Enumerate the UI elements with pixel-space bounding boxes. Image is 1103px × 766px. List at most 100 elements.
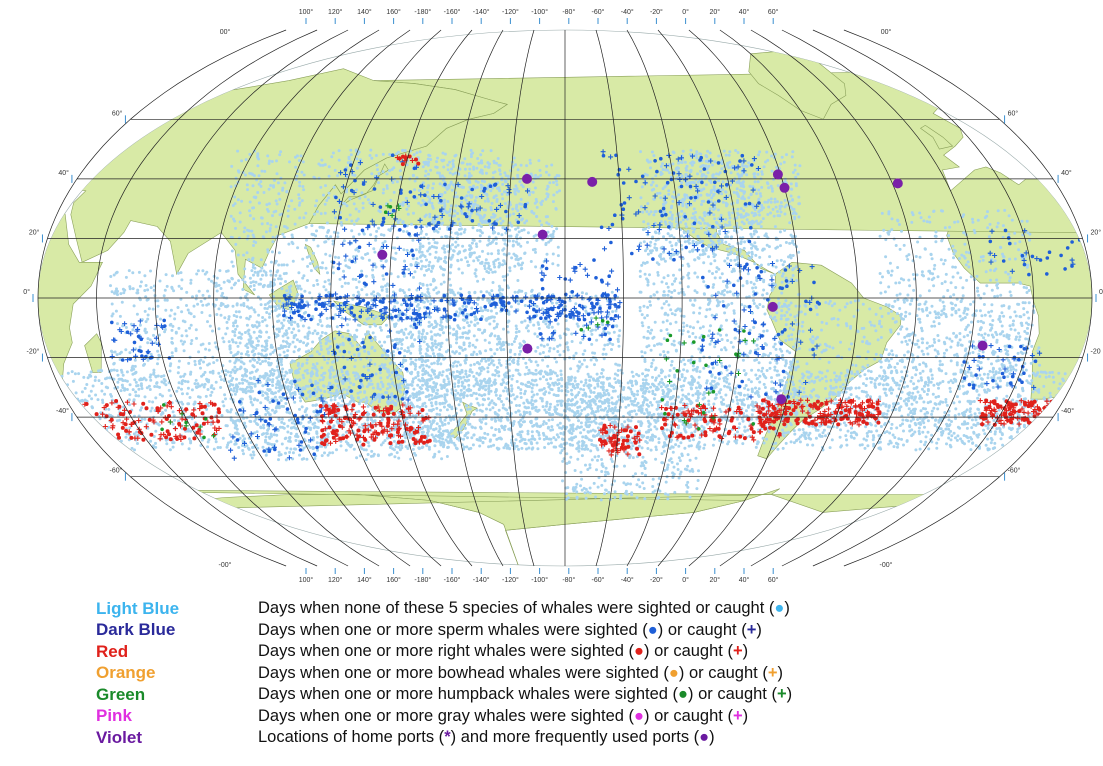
light-blue-point [465,394,469,398]
light-blue-point [100,389,104,393]
light-blue-point [282,318,286,322]
light-blue-point [725,380,729,384]
light-blue-point [20,435,23,438]
light-blue-point [502,348,506,351]
light-blue-point [746,397,749,401]
light-blue-point [982,428,985,432]
light-blue-point [1018,394,1022,398]
light-blue-point [439,318,443,322]
light-blue-point [538,437,542,441]
light-blue-point [420,293,424,297]
light-blue-point [867,430,871,433]
light-blue-point [480,420,483,424]
light-blue-point [432,352,435,356]
light-blue-point [399,175,403,179]
light-blue-point [547,425,550,429]
light-blue-point [770,376,773,380]
light-blue-point [149,409,153,413]
light-blue-point [1057,401,1061,405]
light-blue-point [455,364,459,368]
light-blue-point [252,273,255,277]
light-blue-point [236,385,240,389]
light-blue-point [451,350,455,354]
light-blue-point [616,337,620,341]
light-blue-point [20,393,23,396]
light-blue-point [336,235,340,239]
light-blue-point [95,446,98,450]
light-blue-point [327,278,331,282]
light-blue-point [261,316,265,319]
light-blue-point [89,389,93,393]
light-blue-point [527,401,530,405]
light-blue-point [548,372,552,376]
light-blue-point [30,379,33,382]
light-blue-point [469,155,473,159]
light-blue-point [555,301,559,305]
light-blue-point [363,321,367,325]
light-blue-point [978,373,982,377]
light-blue-point [311,366,315,370]
light-blue-point [541,431,545,435]
light-blue-point [590,443,594,446]
light-blue-point [512,340,516,344]
light-blue-point [385,290,389,294]
light-blue-point [279,150,283,154]
light-blue-point [978,446,981,450]
light-blue-point [429,426,433,430]
light-blue-point [906,413,910,417]
light-blue-point [228,359,232,363]
light-blue-point [300,199,304,203]
light-blue-point [439,362,443,366]
light-blue-point [608,341,612,345]
light-blue-point [229,185,233,189]
light-blue-point [590,316,593,320]
light-blue-point [343,396,347,400]
light-blue-point [38,378,42,382]
light-blue-point [455,370,459,373]
light-blue-point [544,404,548,408]
light-blue-point [391,399,395,403]
light-blue-point [22,442,25,445]
light-blue-point [70,438,74,441]
light-blue-point [615,324,619,328]
light-blue-point [895,426,899,430]
light-blue-point [110,394,113,398]
light-blue-point [1076,389,1080,393]
light-blue-point [275,159,278,163]
light-blue-point [440,394,444,398]
light-blue-point [107,407,111,411]
light-blue-point [183,372,187,376]
light-blue-point [685,369,689,373]
light-blue-point [303,289,307,293]
light-blue-point [356,217,360,221]
light-blue-point [21,410,24,413]
light-blue-point [984,443,988,447]
light-blue-point [754,445,758,449]
light-blue-point [573,376,577,380]
light-blue-point [474,274,478,278]
light-blue-point [187,447,191,451]
light-blue-point [260,169,264,173]
light-blue-point [434,250,438,254]
light-blue-point [905,439,909,443]
light-blue-point [916,418,920,421]
light-blue-point [547,349,551,353]
light-blue-point [888,439,892,443]
light-blue-point [771,446,775,450]
light-blue-point [1048,371,1052,375]
light-blue-point [523,420,526,424]
light-blue-point [714,383,718,387]
light-blue-point [530,406,534,410]
light-blue-point [802,387,806,390]
light-blue-point [887,404,891,408]
light-blue-point [566,345,570,349]
light-blue-point [121,373,125,377]
light-blue-point [1055,429,1059,433]
light-blue-point [1078,411,1082,415]
light-blue-point [930,373,934,377]
light-blue-point [212,387,216,391]
light-blue-point [288,160,291,164]
light-blue-point [576,369,580,373]
light-blue-point [1019,402,1022,406]
light-blue-point [61,421,65,425]
